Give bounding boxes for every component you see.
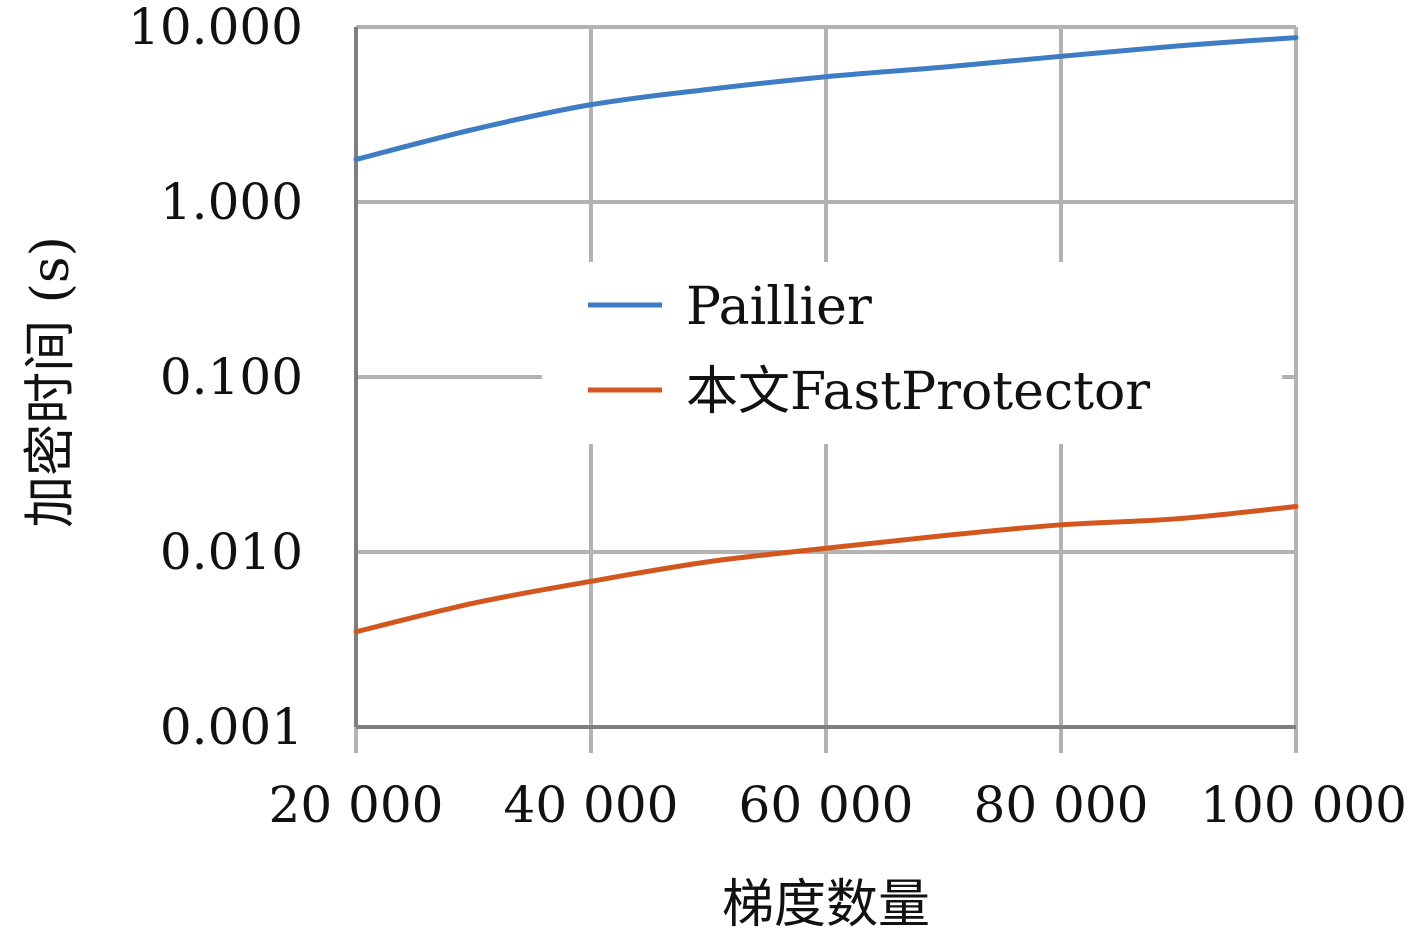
y-axis-title: 加密时间 (s)	[21, 236, 81, 528]
series-line-paillier	[353, 35, 1299, 162]
x-tick-label: 80 000	[974, 776, 1149, 834]
x-tick-label: 40 000	[504, 776, 679, 834]
y-tick-label: 0.100	[160, 348, 303, 406]
y-tick-label: 1.000	[160, 173, 303, 231]
legend-background	[542, 262, 1282, 444]
y-tick-label: 0.001	[160, 698, 303, 756]
legend-label-fastprotector: 本文FastProtector	[686, 362, 1150, 422]
legend-label-paillier: Paillier	[686, 277, 872, 337]
series-lines	[353, 35, 1299, 635]
x-tick-label: 100 000	[1200, 776, 1407, 834]
x-axis-title: 梯度数量	[722, 875, 930, 935]
tick-labels: 0.001 0.010 0.100 1.000 10.000 20 000 40 000 60…	[128, 0, 1407, 834]
y-tick-label: 0.010	[160, 523, 303, 581]
grid	[354, 25, 1298, 753]
legend: Paillier 本文FastProtector	[542, 262, 1282, 444]
series-line-fastprotector	[353, 503, 1299, 635]
x-tick-label: 20 000	[269, 776, 444, 834]
x-tick-label: 60 000	[739, 776, 914, 834]
y-tick-label: 10.000	[128, 0, 303, 56]
